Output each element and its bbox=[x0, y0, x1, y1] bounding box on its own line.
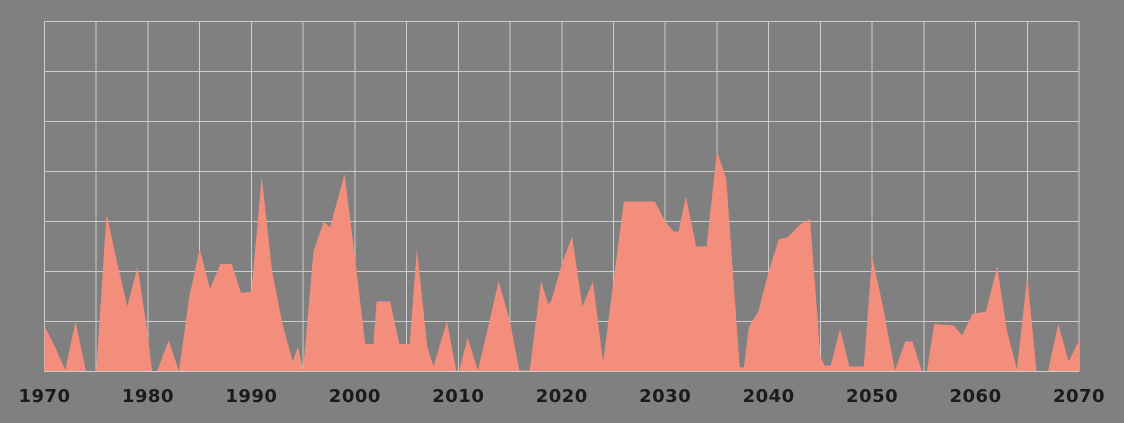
x-axis-tick-label-2020: 2020 bbox=[535, 386, 588, 407]
x-axis-tick-label-1970: 1970 bbox=[18, 386, 71, 407]
x-axis-tick-label-1990: 1990 bbox=[225, 386, 278, 407]
x-axis-tick-label-2010: 2010 bbox=[432, 386, 485, 407]
x-axis-tick-label-2030: 2030 bbox=[639, 386, 692, 407]
x-axis-tick-label-1980: 1980 bbox=[121, 386, 174, 407]
x-axis-tick-label-2000: 2000 bbox=[328, 386, 381, 407]
x-axis-tick-label-2060: 2060 bbox=[949, 386, 1002, 407]
area-series bbox=[44, 151, 1079, 372]
area-chart-svg bbox=[44, 21, 1080, 372]
x-axis-tick-label-2050: 2050 bbox=[846, 386, 899, 407]
x-axis-tick-label-2040: 2040 bbox=[742, 386, 795, 407]
plot-area bbox=[44, 21, 1080, 373]
x-axis-tick-label-2070: 2070 bbox=[1052, 386, 1106, 407]
